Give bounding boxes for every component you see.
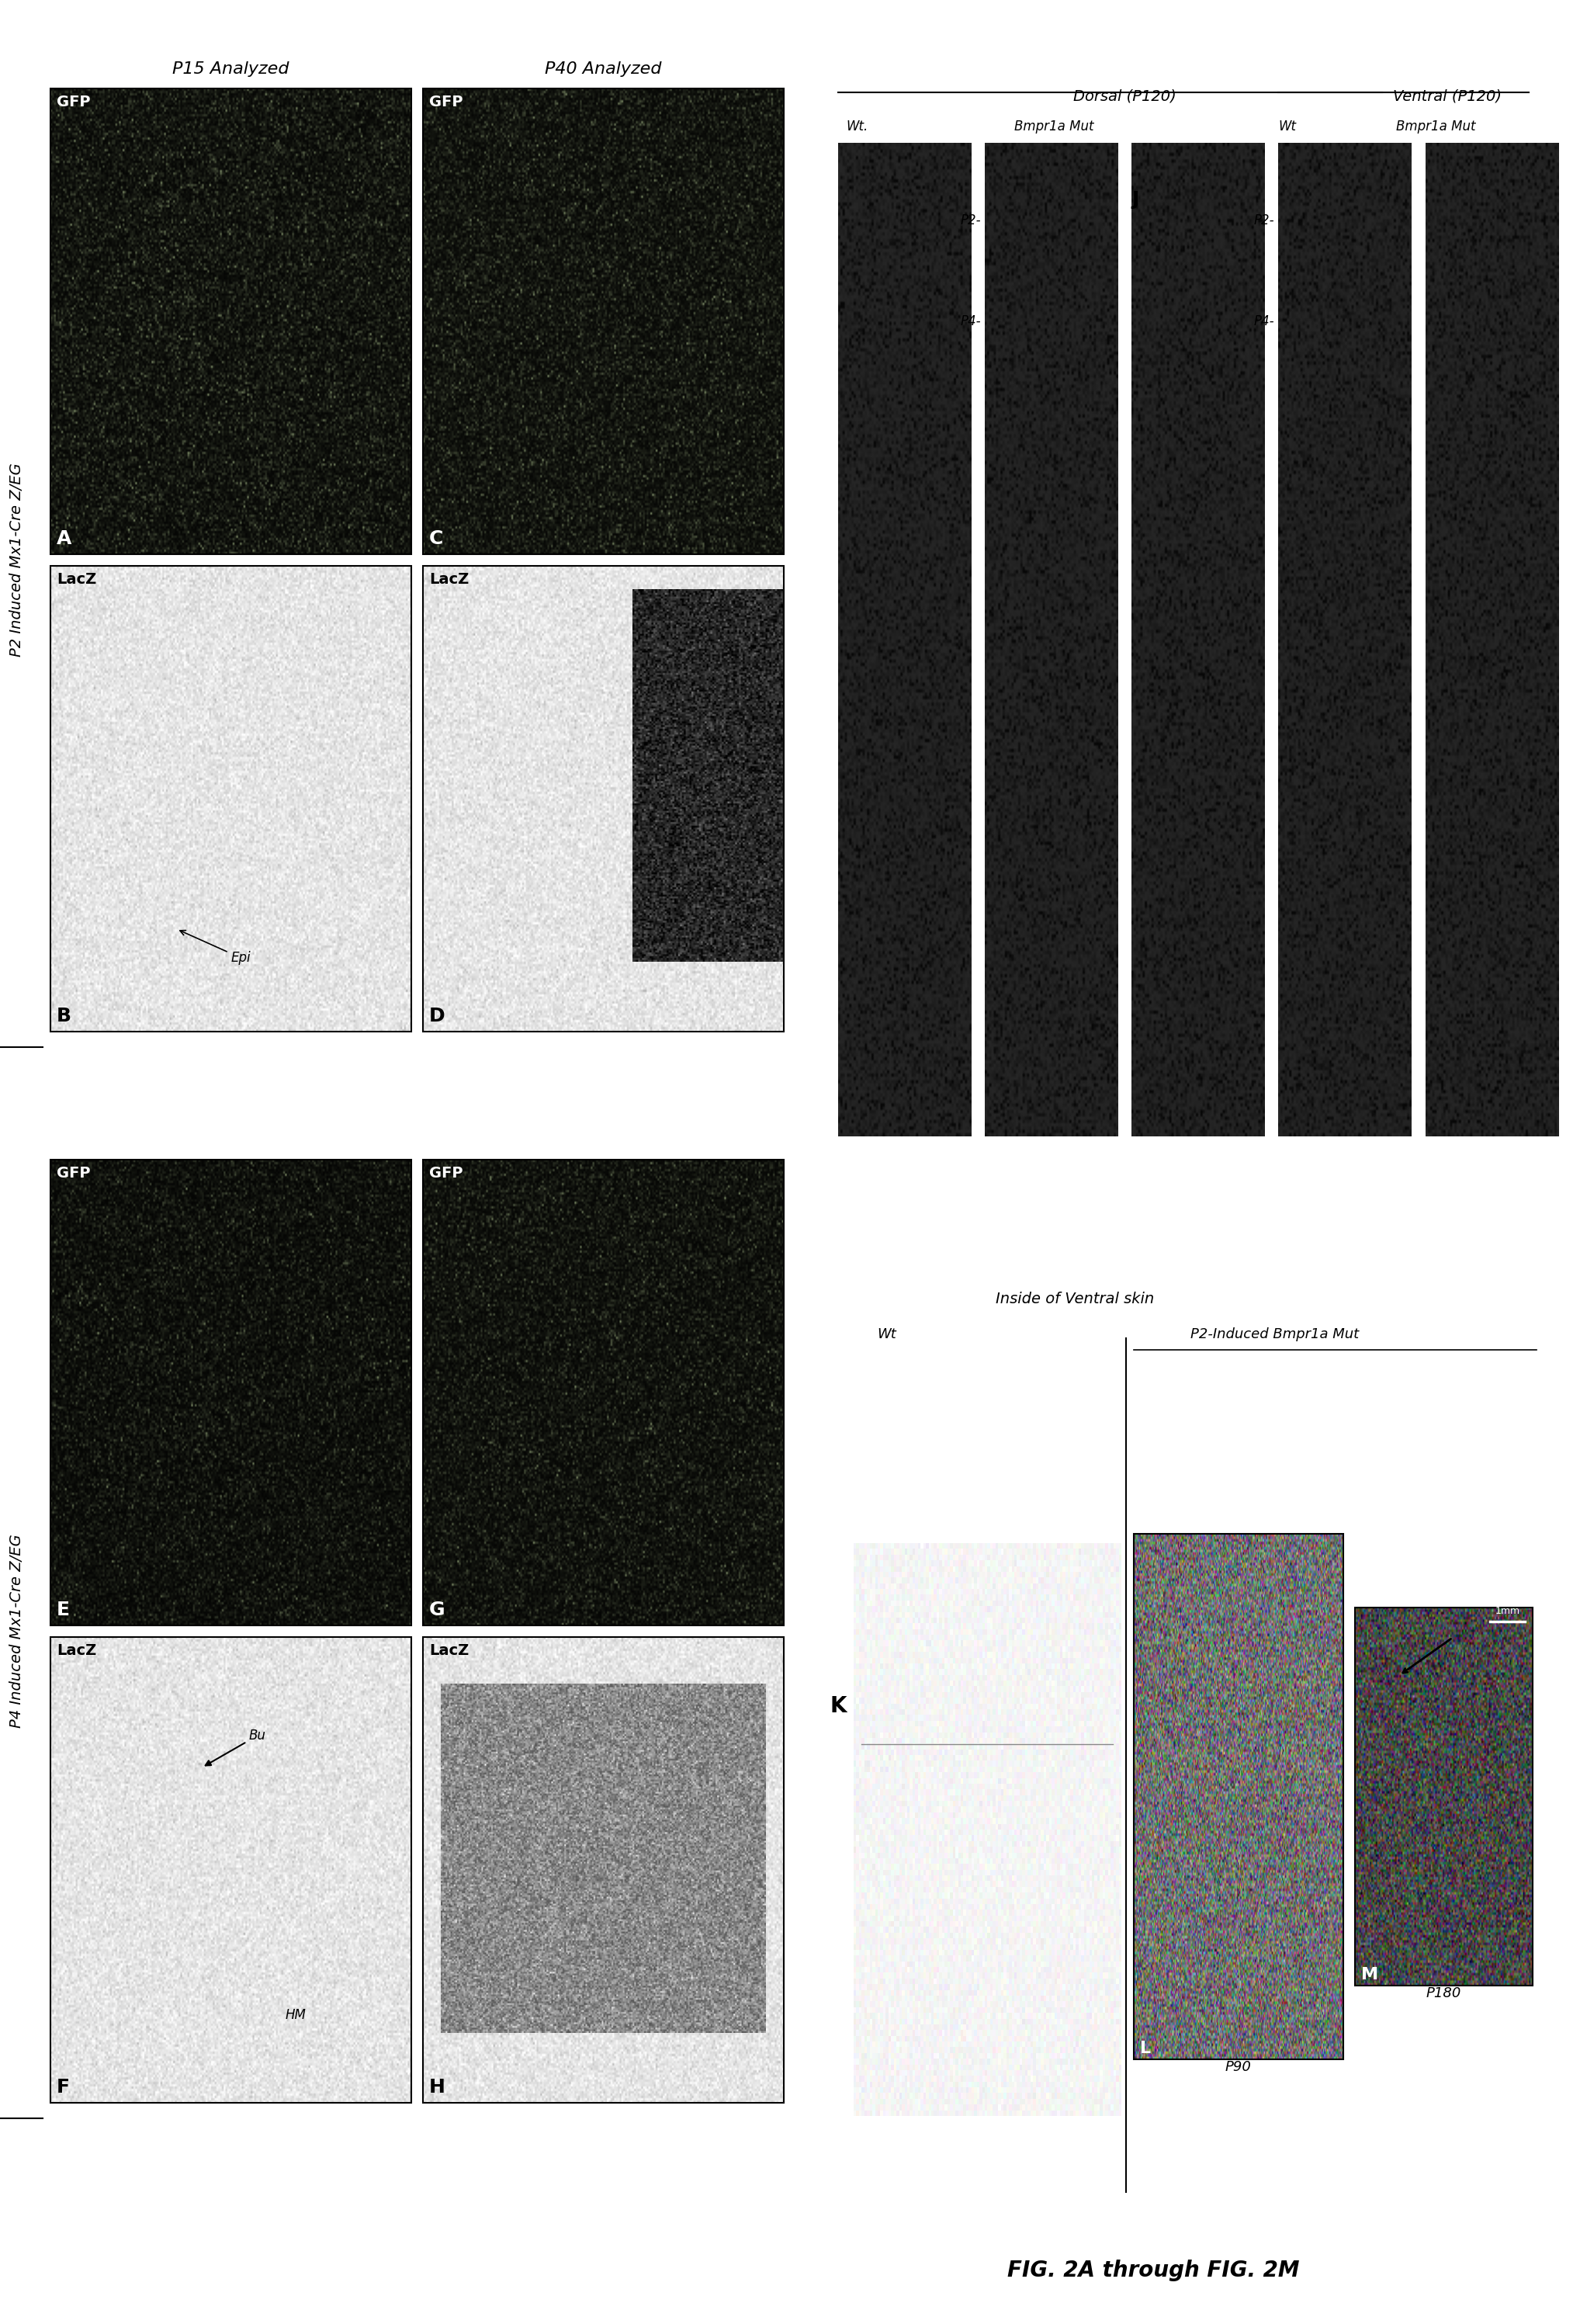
Text: GFP: GFP <box>430 95 463 109</box>
Bar <box>1354 1608 1533 1985</box>
Text: Wt: Wt <box>877 1327 896 1341</box>
Bar <box>51 88 411 553</box>
Text: A: A <box>57 530 71 548</box>
Text: G: G <box>430 1601 446 1620</box>
Text: Bu: Bu <box>205 1729 265 1766</box>
Text: B: B <box>57 1006 71 1025</box>
Text: P2-: P2- <box>1255 214 1275 228</box>
Bar <box>423 88 784 553</box>
Bar <box>51 565 411 1032</box>
Text: K: K <box>831 1694 847 1717</box>
Text: LacZ: LacZ <box>57 572 96 588</box>
Text: P90: P90 <box>1224 2059 1251 2073</box>
Text: GFP: GFP <box>57 1167 90 1181</box>
Text: J: J <box>1131 191 1139 209</box>
Bar <box>423 1160 784 1624</box>
Text: GFP: GFP <box>57 95 90 109</box>
Text: P4 Induced Mx1-Cre Z/EG: P4 Induced Mx1-Cre Z/EG <box>9 1534 24 1729</box>
Text: P4-: P4- <box>961 314 981 328</box>
Text: F: F <box>57 2078 70 2096</box>
Text: P2-Induced Bmpr1a Mut: P2-Induced Bmpr1a Mut <box>1190 1327 1359 1341</box>
Text: Ventral (P120): Ventral (P120) <box>1394 88 1503 102</box>
Text: LacZ: LacZ <box>57 1643 96 1657</box>
Text: P4-: P4- <box>1255 314 1275 328</box>
Bar <box>51 1160 411 1624</box>
Text: Wt: Wt <box>1278 119 1296 132</box>
Text: Bmpr1a Mut: Bmpr1a Mut <box>1014 119 1093 132</box>
Text: P180: P180 <box>1427 1987 1462 2001</box>
Text: P40 Analyzed: P40 Analyzed <box>545 60 662 77</box>
Text: LacZ: LacZ <box>430 1643 469 1657</box>
Text: M: M <box>1360 1966 1378 1982</box>
Text: P2 Induced Mx1-Cre Z/EG: P2 Induced Mx1-Cre Z/EG <box>9 462 24 658</box>
Text: D: D <box>430 1006 446 1025</box>
Text: H: H <box>430 2078 446 2096</box>
Text: Inside of Ventral skin: Inside of Ventral skin <box>995 1292 1155 1306</box>
Text: HM: HM <box>284 2008 307 2022</box>
Bar <box>1133 1534 1343 2059</box>
Text: GFP: GFP <box>430 1167 463 1181</box>
Text: Dorsal (P120): Dorsal (P120) <box>1073 88 1176 102</box>
Bar <box>423 1636 784 2103</box>
Bar <box>423 565 784 1032</box>
Text: Bmpr1a Mut: Bmpr1a Mut <box>1395 119 1476 132</box>
Text: 1mm: 1mm <box>1495 1606 1520 1615</box>
Text: FIG. 2A through FIG. 2M: FIG. 2A through FIG. 2M <box>1008 2259 1299 2282</box>
Text: C: C <box>430 530 444 548</box>
Text: LacZ: LacZ <box>430 572 469 588</box>
Text: L: L <box>1139 2040 1150 2057</box>
Text: Epi: Epi <box>180 930 251 964</box>
Text: P15 Analyzed: P15 Analyzed <box>172 60 289 77</box>
Text: P2-: P2- <box>961 214 981 228</box>
Bar <box>51 1636 411 2103</box>
Text: E: E <box>57 1601 70 1620</box>
Text: Wt.: Wt. <box>845 119 867 132</box>
